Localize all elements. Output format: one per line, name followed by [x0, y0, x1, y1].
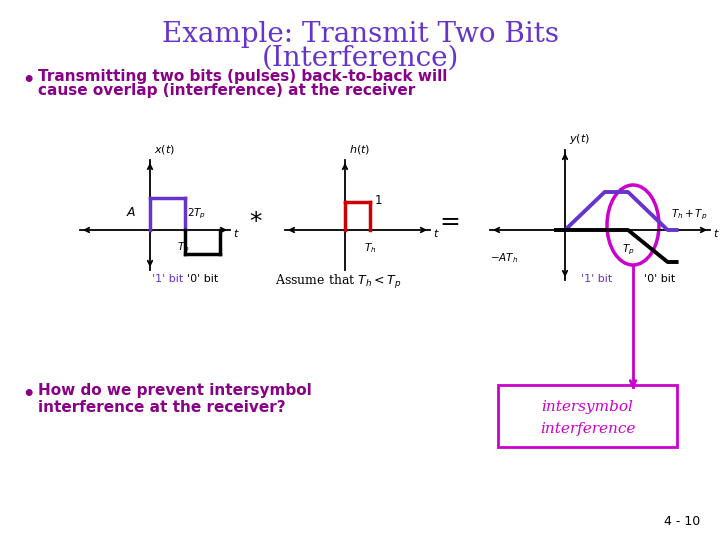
Text: intersymbol: intersymbol [541, 400, 634, 414]
Text: '1' bit: '1' bit [152, 274, 183, 284]
Text: $x(t)$: $x(t)$ [154, 143, 175, 156]
Text: *: * [249, 210, 261, 234]
Text: Assume that $T_h < T_p$: Assume that $T_h < T_p$ [275, 273, 401, 291]
Text: $T_h$: $T_h$ [364, 241, 377, 255]
Text: =: = [440, 210, 460, 234]
Text: 4 - 10: 4 - 10 [664, 515, 700, 528]
Text: cause overlap (interference) at the receiver: cause overlap (interference) at the rece… [38, 84, 415, 98]
Text: $t$: $t$ [233, 227, 240, 239]
FancyBboxPatch shape [498, 385, 677, 447]
Text: (Interference): (Interference) [261, 44, 459, 71]
Text: $h(t)$: $h(t)$ [349, 143, 370, 156]
Text: $T_h+T_p$: $T_h+T_p$ [670, 207, 707, 222]
Text: •: • [22, 71, 35, 90]
Text: '0' bit: '0' bit [644, 274, 675, 284]
Text: $T_p$: $T_p$ [176, 241, 189, 255]
Text: $2T_p$: $2T_p$ [187, 207, 206, 221]
Text: '0' bit: '0' bit [187, 274, 218, 284]
Text: '1' bit: '1' bit [581, 274, 612, 284]
Text: $t$: $t$ [433, 227, 440, 239]
Text: $t$: $t$ [713, 227, 720, 239]
Text: interference: interference [540, 422, 635, 436]
Text: $-AT_h$: $-AT_h$ [490, 251, 518, 265]
Text: $y(t)$: $y(t)$ [569, 132, 590, 146]
Text: 1: 1 [375, 193, 382, 206]
Text: Transmitting two bits (pulses) back-to-back will: Transmitting two bits (pulses) back-to-b… [38, 69, 447, 84]
Text: •: • [22, 386, 35, 404]
Text: How do we prevent intersymbol: How do we prevent intersymbol [38, 383, 312, 399]
Text: $A$: $A$ [126, 206, 136, 219]
Text: $T_p$: $T_p$ [621, 243, 634, 258]
Text: interference at the receiver?: interference at the receiver? [38, 401, 286, 415]
Text: Example: Transmit Two Bits: Example: Transmit Two Bits [161, 22, 559, 49]
